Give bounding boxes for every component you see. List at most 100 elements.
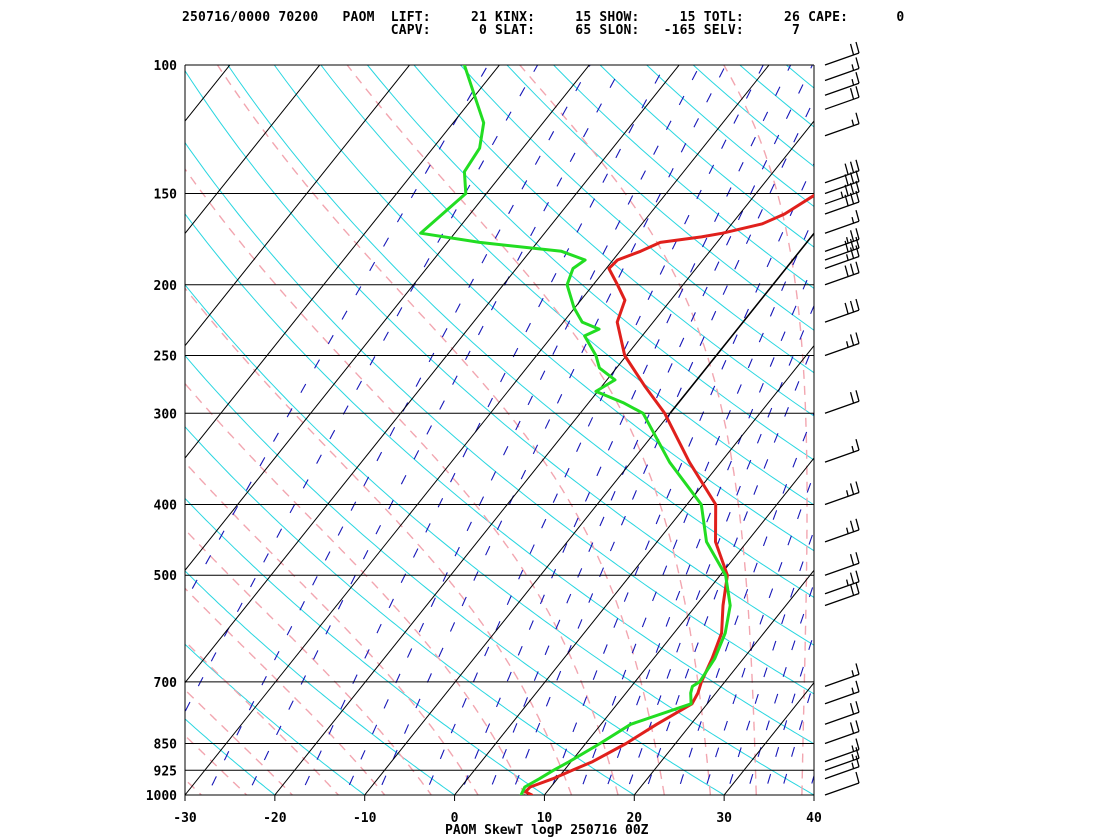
wind-barb-flag — [855, 190, 860, 203]
wind-barb-flag — [855, 481, 860, 493]
mixing-ratio-line — [424, 65, 764, 795]
mixing-ratio-line — [603, 262, 814, 795]
mixing-ratio-line — [510, 98, 814, 795]
wind-barb-flag — [855, 57, 860, 69]
mixing-ratio-line — [763, 631, 814, 795]
mixing-ratio-line — [206, 65, 591, 795]
wind-barb-staff — [824, 191, 860, 205]
wind-barb-half-flag — [845, 341, 849, 348]
y-tick-label: 250 — [154, 349, 178, 364]
wind-barb-flag — [849, 88, 855, 100]
isotherm — [0, 32, 77, 811]
wind-barb — [824, 747, 860, 771]
wind-barb-flag — [849, 520, 855, 532]
wind-barb-half-flag — [851, 445, 855, 453]
dry-adiabat — [185, 794, 186, 795]
mixing-ratio-line — [725, 528, 814, 795]
dry-adiabat — [185, 718, 276, 795]
wind-barb-staff — [824, 757, 860, 771]
chart-title: PAOM SkewT logP 250716 00Z — [445, 823, 649, 838]
wind-barb — [824, 57, 860, 82]
dry-adiabat — [413, 65, 814, 417]
moist-adiabat — [185, 287, 573, 795]
isotherm — [185, 65, 590, 572]
wind-barb-half-flag — [845, 254, 849, 261]
wind-barb-flag — [849, 230, 855, 242]
wind-barb-half-flag — [840, 191, 844, 198]
y-tick-labels: 100 150 200 250 300 400 500 700 850 925 1000 — [146, 59, 177, 804]
wind-barb-flag — [849, 182, 855, 195]
dry-adiabat — [185, 141, 814, 695]
wind-barb-staff — [824, 730, 860, 745]
wind-barb-staff — [824, 342, 860, 357]
wind-barb-half-flag — [851, 762, 855, 769]
x-tick-label: -10 — [353, 811, 377, 826]
moist-adiabat — [185, 528, 433, 795]
y-tick-label: 400 — [154, 499, 178, 514]
wind-barb-flag — [849, 703, 855, 715]
moist-adiabat — [216, 65, 666, 795]
x-tick-label: -30 — [173, 811, 197, 826]
wind-barb-staff — [824, 82, 860, 96]
dry-adiabat — [185, 69, 814, 646]
wind-barb — [824, 41, 860, 66]
mixing-ratio-line — [578, 215, 814, 795]
wind-barb-staff — [824, 673, 860, 688]
wind-barb-flag — [849, 238, 855, 251]
dry-adiabat — [366, 65, 814, 461]
dry-adiabat — [227, 65, 814, 599]
wind-barb — [824, 680, 860, 705]
wind-barb — [824, 170, 860, 195]
moist-adiabat — [185, 734, 248, 795]
wind-barb — [824, 245, 860, 270]
dry-adiabat — [185, 570, 456, 795]
dry-adiabat — [645, 65, 814, 208]
wind-barb-staff — [824, 581, 860, 595]
x-tick-label: 10 — [537, 811, 553, 826]
wind-barb-half-flag — [851, 64, 855, 71]
mixing-ratio-line — [745, 581, 814, 795]
wind-barb-staff — [824, 592, 860, 607]
wind-barb-flag — [855, 210, 860, 222]
dewpoint-line — [419, 65, 732, 795]
wind-barb-flag — [849, 483, 855, 495]
dry-adiabat — [552, 65, 814, 289]
y-tick-label: 850 — [154, 737, 178, 752]
moist-adiabat — [0, 430, 173, 811]
wind-barb-flag — [855, 228, 860, 240]
wind-barb-staff — [824, 491, 860, 506]
dry-adiabat — [273, 65, 814, 552]
x-tick-label: 40 — [806, 811, 822, 826]
wind-barb-flag — [855, 570, 860, 582]
wind-barb-staff — [824, 123, 860, 137]
wind-barb-flag — [849, 553, 855, 566]
temperature-line — [523, 193, 814, 795]
isotherm — [274, 120, 814, 795]
wind-barb-flag — [855, 390, 860, 402]
wind-barb-flag — [855, 747, 860, 759]
wind-barb — [824, 701, 860, 725]
wind-barb — [824, 180, 860, 205]
wind-barb-staff — [824, 782, 860, 796]
wind-barb-staff — [824, 691, 860, 705]
wind-barb-flag — [844, 302, 849, 315]
isotherm — [364, 232, 814, 795]
wind-barb-flag — [849, 263, 855, 275]
isobars — [184, 64, 815, 796]
moist-adiabat — [185, 167, 619, 795]
dry-adiabat — [0, 49, 112, 811]
wind-barb-staff — [824, 309, 860, 323]
wind-barb — [824, 771, 860, 796]
y-tick-label: 300 — [154, 407, 178, 422]
wind-barb-flag — [849, 161, 855, 173]
wind-barb — [824, 159, 860, 184]
dry-adiabat — [185, 354, 726, 795]
wind-barb-flag — [849, 334, 855, 346]
wind-barb-flag — [855, 170, 860, 182]
dry-adiabat — [185, 426, 636, 795]
wind-barb-flag — [855, 236, 860, 249]
moist-adiabat — [519, 65, 757, 795]
wind-barb-staff — [824, 52, 860, 66]
wind-barb-flag — [844, 265, 849, 277]
wind-barb-half-flag — [845, 527, 849, 534]
